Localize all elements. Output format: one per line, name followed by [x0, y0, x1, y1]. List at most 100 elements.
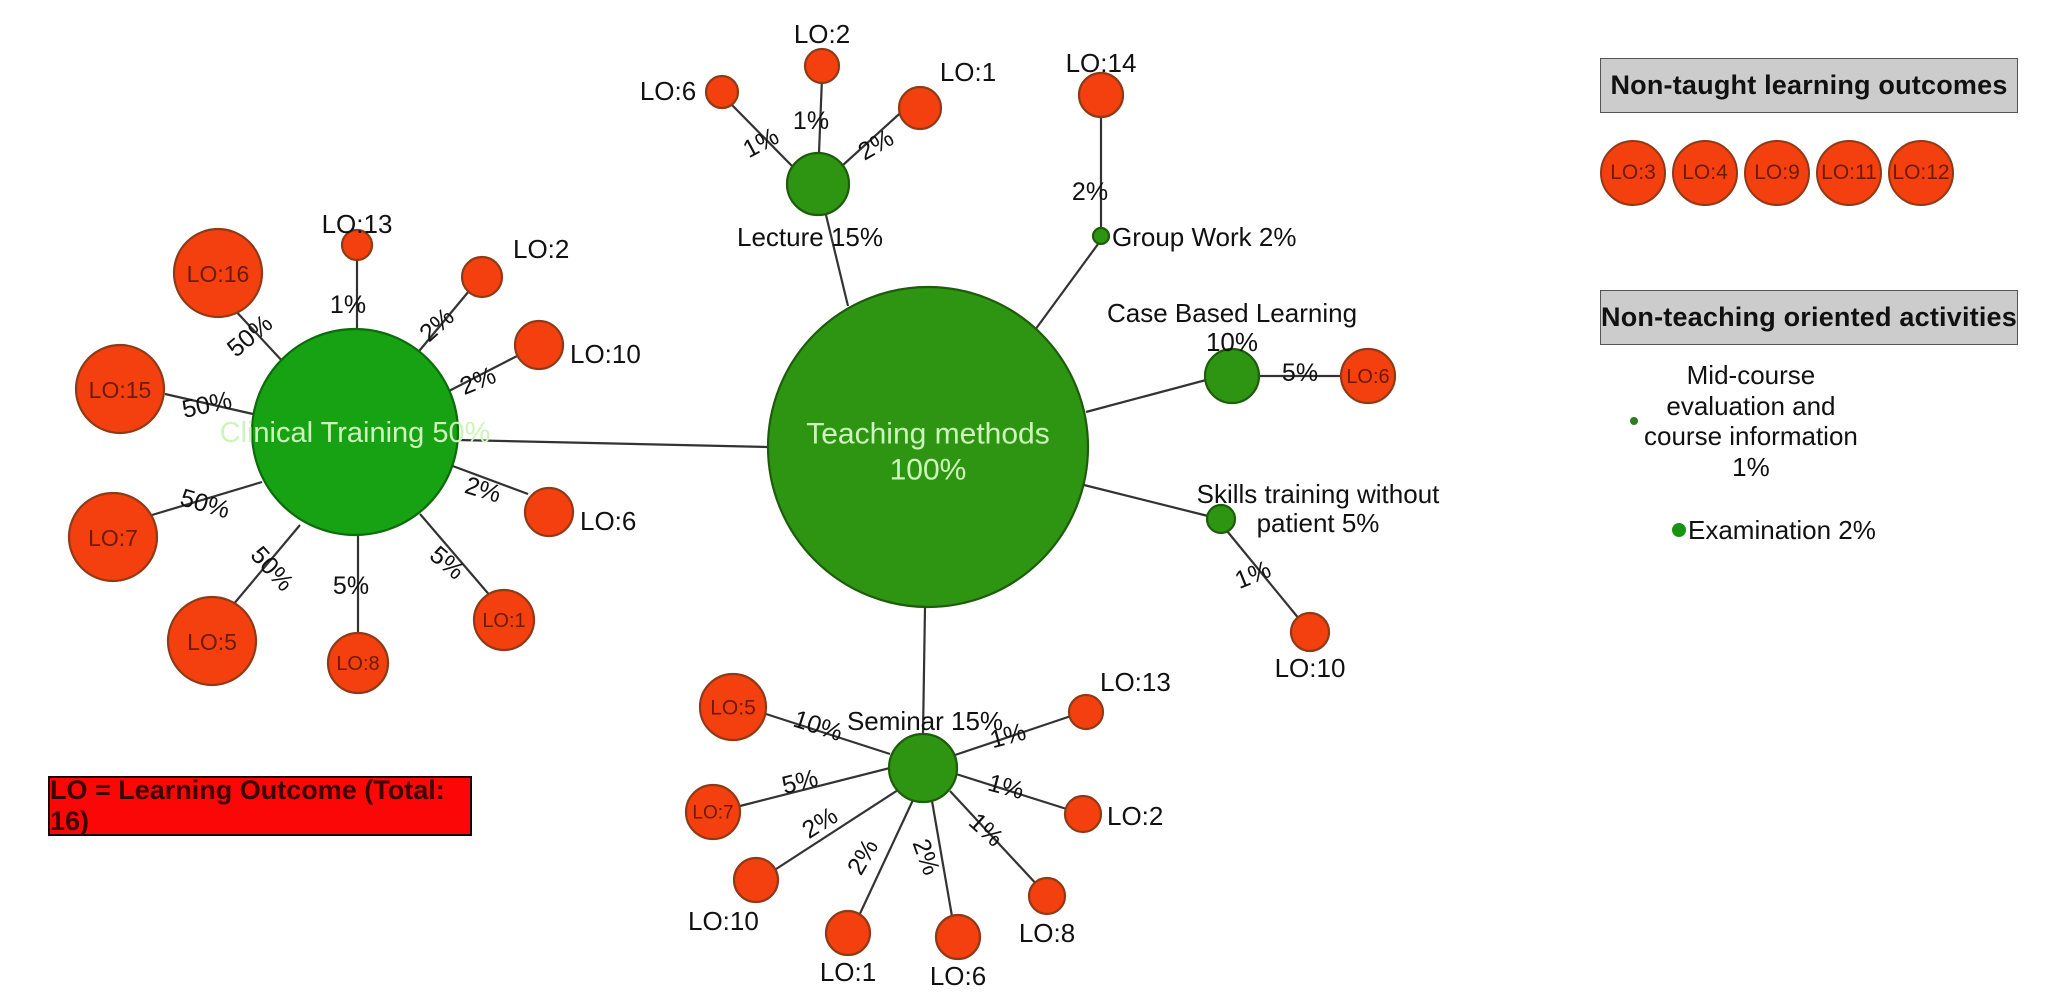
node-lo16-label: LO:16	[187, 261, 250, 287]
node-lo10-seminar[interactable]	[732, 856, 780, 904]
node-lo13-seminar-label: LO:13	[1100, 667, 1171, 697]
node-lo10-skills-label: LO:10	[1275, 653, 1346, 683]
node-lo10-seminar-label: LO:10	[688, 906, 759, 936]
node-lo6-clinical[interactable]	[523, 486, 575, 538]
node-lo6-seminar[interactable]	[934, 913, 982, 961]
edge-layer	[151, 77, 1340, 923]
midcourse-line-4: 1%	[1732, 452, 1770, 483]
node-teaching-methods[interactable]: Teaching methods 100%	[766, 285, 1090, 609]
node-lo6-clinical-label: LO:6	[580, 506, 636, 536]
edge-lecture-lo2	[817, 77, 824, 154]
node-lo7-seminar[interactable]: LO:7	[684, 783, 742, 841]
weight-seminar-lo2: 1%	[985, 769, 1027, 805]
node-teaching-methods-value: 100%	[890, 454, 967, 487]
node-seminar[interactable]	[887, 732, 959, 804]
weight-clinical-lo6: 2%	[462, 471, 505, 508]
node-lo8-clinical[interactable]: LO:8	[326, 631, 390, 695]
node-clinical-training[interactable]: Clinical Training 50%	[220, 327, 491, 537]
node-lo6-seminar-label: LO:6	[930, 961, 986, 991]
node-lo13-clinical-label: LO:13	[322, 209, 393, 239]
edge-seminar-lo8	[949, 790, 1041, 889]
non-taught-lo-3[interactable]: LO:3	[1600, 140, 1666, 206]
node-case-based-learning-value: 10%	[1206, 327, 1258, 357]
node-lo1-lecture-label: LO:1	[940, 57, 996, 87]
green-dot-icon	[1630, 417, 1638, 426]
weight-clinical-lo5: 50%	[245, 541, 299, 597]
node-lo1-lecture[interactable]	[897, 85, 943, 131]
node-lo1-clinical[interactable]: LO:1	[472, 588, 536, 652]
node-lo2-clinical-label: LO:2	[513, 234, 569, 264]
node-lo5-clinical[interactable]: LO:5	[166, 595, 258, 687]
edge-lecture-lo6	[730, 103, 794, 168]
node-group-work[interactable]	[1091, 226, 1111, 246]
edge-root-casebased	[1085, 378, 1207, 414]
node-lo13-seminar[interactable]	[1067, 693, 1105, 731]
node-lo2-seminar[interactable]	[1063, 794, 1103, 834]
edge-clinical-lo6	[449, 463, 529, 496]
node-lo8-seminar[interactable]	[1027, 876, 1067, 916]
edge-clinical-lo2	[414, 284, 475, 357]
edge-seminar-lo7	[739, 766, 891, 808]
midcourse-line-3: course information	[1644, 421, 1858, 452]
node-lo1-seminar[interactable]	[824, 909, 872, 957]
non-taught-learning-outcomes-list: LO:3 LO:4 LO:9 LO:11 LO:12	[1600, 140, 2018, 206]
node-lo10-clinical-label: LO:10	[570, 339, 641, 369]
node-lo6-lecture[interactable]	[704, 74, 740, 110]
non-teaching-activities-header: Non-teaching oriented activities	[1600, 290, 2018, 345]
node-lo10-skills[interactable]	[1289, 611, 1331, 653]
non-taught-lo-12[interactable]: LO:12	[1888, 140, 1954, 206]
node-lo2-lecture[interactable]	[803, 47, 841, 85]
node-lo13-clinical[interactable]	[340, 228, 374, 262]
weight-clinical-lo16: 50%	[222, 309, 278, 363]
node-skills-training[interactable]	[1205, 503, 1237, 535]
non-taught-title: Non-taught learning outcomes	[1610, 70, 2008, 100]
edge-seminar-lo6	[930, 800, 955, 923]
non-teaching-item-examination-label: Examination 2%	[1688, 515, 1876, 545]
weight-skills-lo10: 1%	[1231, 555, 1275, 594]
node-lo6-casebased-label: LO:6	[1346, 366, 1389, 388]
non-teaching-item-midcourse[interactable]: Mid-course evaluation and course informa…	[1630, 360, 1960, 483]
weight-groupwork-lo14: 2%	[1072, 178, 1108, 206]
non-taught-lo-12-label: LO:12	[1892, 161, 1950, 184]
node-skills-training-label: Skills training without	[1197, 479, 1441, 509]
weight-clinical-lo13: 1%	[330, 291, 366, 319]
node-lo1-seminar-label: LO:1	[820, 957, 876, 987]
node-lo15[interactable]: LO:15	[74, 343, 166, 435]
node-lo5-seminar[interactable]: LO:5	[698, 672, 768, 742]
legend-learning-outcome: LO = Learning Outcome (Total: 16)	[48, 775, 472, 836]
non-taught-lo-11[interactable]: LO:11	[1816, 140, 1882, 206]
node-lo1-clinical-label: LO:1	[482, 610, 525, 632]
node-lo2-clinical[interactable]	[460, 255, 504, 299]
non-teaching-item-midcourse-label: Mid-course evaluation and course informa…	[1644, 360, 1858, 483]
edge-clinical-lo1	[419, 513, 493, 599]
edge-lecture-lo1	[842, 105, 909, 166]
edge-skills-lo10	[1226, 530, 1301, 621]
node-teaching-methods-label: Teaching methods	[806, 418, 1050, 451]
non-taught-lo-9[interactable]: LO:9	[1744, 140, 1810, 206]
non-teaching-item-examination[interactable]: Examination 2%	[1672, 515, 2002, 546]
midcourse-line-1: Mid-course	[1686, 360, 1816, 390]
weight-lecture-lo1: 2%	[853, 124, 898, 166]
weight-lecture-lo2: 1%	[793, 107, 829, 135]
node-lo10-clinical[interactable]	[513, 319, 565, 371]
node-lecture[interactable]	[785, 151, 851, 217]
edge-root-clinical	[457, 438, 769, 449]
non-teaching-title: Non-teaching oriented activities	[1601, 302, 2017, 332]
node-lo2-lecture-label: LO:2	[794, 19, 850, 49]
non-taught-lo-4[interactable]: LO:4	[1672, 140, 1738, 206]
edge-clinical-lo7	[151, 480, 263, 517]
node-lo6-casebased[interactable]: LO:6	[1339, 347, 1397, 405]
edge-clinical-lo10	[444, 353, 522, 394]
weight-seminar-lo10: 2%	[797, 802, 842, 845]
non-taught-learning-outcomes-header: Non-taught learning outcomes	[1600, 58, 2018, 113]
node-seminar-label: Seminar 15%	[847, 706, 1003, 736]
teaching-method-nodes: Teaching methods 100% Clinical Training …	[220, 151, 1441, 804]
non-taught-lo-4-label: LO:4	[1682, 161, 1728, 184]
node-case-based-learning[interactable]	[1203, 347, 1261, 405]
node-lo14[interactable]	[1077, 71, 1125, 119]
node-lo16[interactable]: LO:16	[172, 227, 264, 319]
node-lo7-clinical[interactable]: LO:7	[67, 491, 159, 583]
node-clinical-training-label: Clinical Training 50%	[220, 417, 491, 449]
